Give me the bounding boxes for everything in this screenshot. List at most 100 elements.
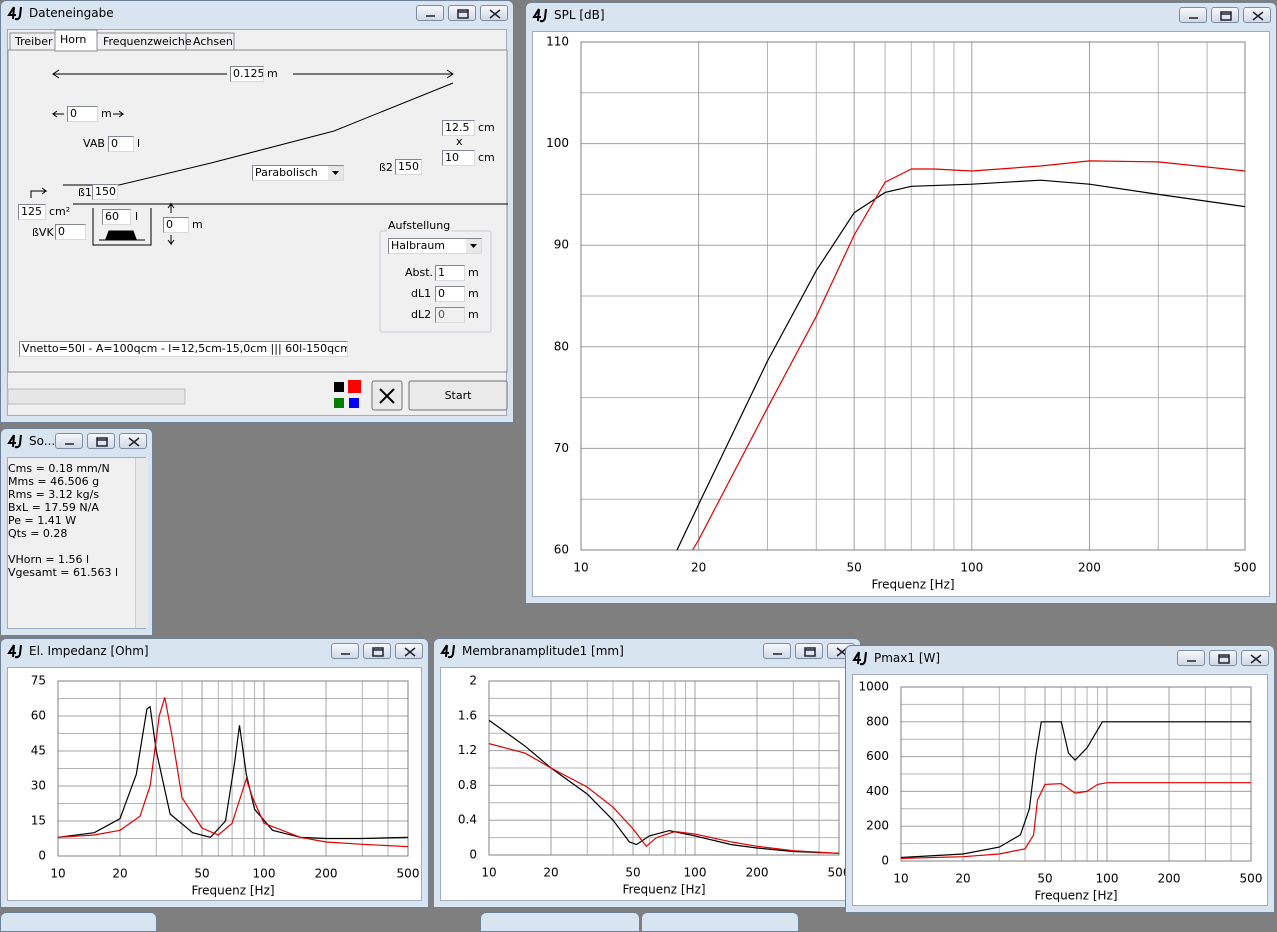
y-tick-label: 1000 [858, 680, 889, 694]
x-tick-label: 200 [1078, 561, 1101, 575]
text-field[interactable]: 0 [435, 286, 465, 302]
minimized-window[interactable] [0, 912, 157, 932]
text-field[interactable]: 150 [92, 184, 118, 200]
minimize-button[interactable] [331, 643, 359, 659]
arrow [167, 235, 175, 246]
icon-glyph [7, 434, 22, 449]
plot-frame [488, 680, 840, 856]
tab-label[interactable]: Frequenzweiche [103, 35, 192, 48]
text-field[interactable]: 1 [435, 265, 465, 281]
color-swatch[interactable] [349, 398, 359, 408]
x-tick-label: 10 [50, 867, 65, 881]
minimized-window[interactable] [641, 912, 799, 932]
dropdown-arrow[interactable] [328, 166, 343, 180]
text-field[interactable]: 0 [163, 217, 189, 233]
button-icon [773, 653, 782, 655]
text-field[interactable]: 0 [435, 307, 465, 323]
minimize-button[interactable] [55, 433, 83, 449]
button-icon [128, 437, 140, 447]
close-button[interactable] [395, 643, 423, 659]
chart-window: Membranamplitude1 [mm] 10 20 50 100 200 500 0 0.… [433, 638, 861, 908]
text-field[interactable]: 60 [102, 209, 131, 225]
text-field[interactable]: 125 [18, 204, 46, 220]
text-field[interactable]: 150 [395, 159, 422, 175]
maximize-button[interactable] [1211, 7, 1239, 23]
label: m [192, 218, 203, 231]
color-swatch[interactable] [334, 398, 344, 408]
cancel-icon [379, 388, 395, 404]
x-tick-label: 500 [1240, 872, 1263, 886]
text-field[interactable]: 0.125 [230, 66, 264, 82]
x-tick-label: 200 [746, 866, 769, 880]
window-title: So... [29, 434, 56, 448]
color-swatch[interactable] [334, 382, 344, 392]
close-button[interactable] [1243, 7, 1271, 23]
close-button[interactable] [1241, 650, 1269, 666]
maximize-button[interactable] [448, 5, 476, 21]
glyph [470, 244, 477, 248]
x-tick-label: 500 [397, 867, 420, 881]
minimized-window[interactable] [480, 912, 640, 932]
text-field[interactable]: 0 [108, 136, 134, 152]
button-icon [1250, 654, 1262, 664]
tab-label[interactable]: Horn [60, 33, 87, 46]
tab[interactable] [185, 32, 235, 51]
text-field[interactable]: 10 [442, 150, 475, 166]
label: Abst. [405, 266, 434, 279]
scrollbar[interactable] [135, 458, 148, 628]
minimize-button[interactable] [416, 5, 444, 21]
close-button[interactable] [480, 5, 508, 21]
y-tick-label: 80 [554, 339, 569, 353]
text-field[interactable]: Parabolisch [252, 165, 344, 181]
color-swatch[interactable] [348, 380, 361, 393]
glyph [1250, 654, 1262, 664]
app-icon [7, 6, 22, 21]
button-icon [457, 9, 469, 19]
label: m [267, 67, 278, 80]
info-window: So... Cms = 0.18 mm/N Mms = 46.506 g Rms = … [0, 428, 153, 636]
minimize-button[interactable] [1177, 650, 1205, 666]
minimize-button[interactable] [1179, 7, 1207, 23]
icon-glyph [7, 6, 22, 21]
text-field[interactable]: Halbraum [388, 238, 482, 254]
tab-label[interactable]: Achsen [193, 35, 233, 48]
app-icon [532, 8, 547, 23]
window-title: Membranamplitude1 [mm] [462, 644, 624, 658]
text-field[interactable]: Vnetto=50l - A=100qcm - l=12,5cm-15,0cm … [19, 341, 348, 357]
start-button[interactable] [408, 380, 508, 411]
info-line: VHorn = 1.56 l [8, 553, 90, 566]
window-title: Pmax1 [W] [874, 651, 941, 665]
y-tick-label: 70 [554, 441, 569, 455]
maximize-button[interactable] [87, 433, 115, 449]
arrow [51, 110, 64, 118]
y-tick-label: 600 [866, 749, 889, 763]
glyph [128, 437, 140, 447]
label: m [468, 287, 479, 300]
x-tick-label: 500 [1234, 561, 1257, 575]
maximize-button[interactable] [363, 643, 391, 659]
label: m [101, 107, 112, 120]
text-field[interactable]: 12.5 [442, 120, 475, 136]
x-tick-label: 20 [543, 866, 558, 880]
text-field[interactable]: 0 [67, 106, 98, 122]
maximize-button[interactable] [1209, 650, 1237, 666]
x-tick-label: 200 [315, 867, 338, 881]
label: VAB [83, 137, 105, 150]
text-field[interactable]: 0 [55, 224, 86, 240]
button-icon [489, 9, 501, 19]
label: dL2 [411, 308, 432, 321]
y-tick-label: 0.4 [458, 813, 477, 827]
x-tick-label: 50 [625, 866, 640, 880]
x-tick-label: 200 [1158, 872, 1181, 886]
maximize-button[interactable] [795, 643, 823, 659]
dropdown-arrow[interactable] [466, 239, 481, 253]
label: cm [478, 121, 495, 134]
minimize-button[interactable] [763, 643, 791, 659]
tab-label[interactable]: Treiber [15, 35, 53, 48]
close-button[interactable] [119, 433, 147, 449]
progress-bar [7, 388, 186, 405]
chart: 10 20 50 100 200 500 0 15 30 45 60 75 Frequenz [Hz] [31, 674, 420, 898]
x-tick-label: 500 [828, 866, 851, 880]
y-tick-label: 45 [31, 744, 46, 758]
